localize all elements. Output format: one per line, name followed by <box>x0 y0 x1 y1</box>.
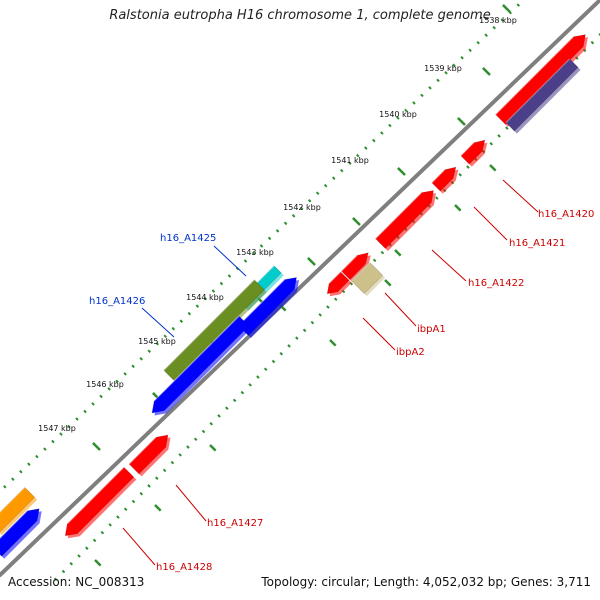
gene-label-h16_A1427: h16_A1427 <box>207 518 263 529</box>
tick-label-1542-kbp: 1542 kbp <box>283 203 321 212</box>
gene-purple-feature-body <box>505 58 579 132</box>
major-tick <box>329 339 337 347</box>
gene-label-h16_A1427-leader <box>175 484 207 522</box>
gene-small-red-2-body <box>326 271 350 295</box>
gene-h16-a1428-highlight <box>66 466 125 525</box>
gene-h16-a1422 <box>374 190 436 251</box>
major-tick <box>154 504 162 512</box>
gene-h16-a1428 <box>64 466 137 539</box>
gene-label-h16_A1425: h16_A1425 <box>160 233 216 244</box>
gene-h16-a1425-body <box>163 279 265 381</box>
gene-h16-a1421b-body <box>431 166 457 192</box>
gene-label-h16_A1422-leader <box>431 249 467 282</box>
gene-blue-edge-highlight <box>0 510 28 540</box>
gene-label-ibpA1: ibpA1 <box>417 324 446 335</box>
gene-label-h16_A1426-leader <box>141 307 175 338</box>
gene-h16-a1421 <box>460 139 488 167</box>
gene-label-h16_A1421: h16_A1421 <box>509 238 565 249</box>
gene-h16-a1422-body <box>374 190 434 250</box>
major-tick <box>489 164 497 172</box>
gene-h16-a1426 <box>151 315 252 416</box>
gene-h16-a1420-body <box>495 34 586 125</box>
tick-label-1538-kbp: 1538 kbp <box>479 16 517 25</box>
gene-purple-feature <box>505 58 581 134</box>
topology-label: Topology: circular; Length: 4,052,032 bp… <box>261 575 591 589</box>
gene-ibpa1-highlight <box>350 261 371 282</box>
tick-label-1547-kbp: 1547 kbp <box>38 424 76 433</box>
gene-small-red-2 <box>326 271 352 297</box>
major-tick <box>502 4 511 13</box>
major-tick <box>457 117 466 126</box>
gene-h16-a1427-body <box>128 434 169 475</box>
gene-h16-a1427 <box>128 434 171 477</box>
gene-label-h16_A1421-leader <box>473 206 508 241</box>
gene-orange-feature-highlight <box>0 486 26 514</box>
major-tick <box>94 559 102 567</box>
major-tick <box>92 442 101 451</box>
gene-ibpa1 <box>350 261 386 297</box>
gene-purple-feature-highlight <box>505 58 571 124</box>
gene-h16-a1422-highlight <box>375 192 422 240</box>
gene-label-ibpA2: ibpA2 <box>396 347 425 358</box>
major-tick <box>394 249 402 257</box>
gene-h16-a1420 <box>495 34 588 127</box>
gene-orange-feature <box>0 486 38 536</box>
gene-h16-a1420-highlight <box>495 36 574 115</box>
gene-h16-a1425 <box>163 279 267 383</box>
gene-h16-a1427-highlight <box>128 436 157 465</box>
accession-label: Accession: NC_008313 <box>8 575 145 589</box>
gene-h16-a1428-body <box>64 466 135 537</box>
gene-h16-a1421-highlight <box>460 142 475 157</box>
gene-ibpa1-body <box>350 261 384 295</box>
chromosome-backbone <box>0 0 600 577</box>
gene-label-h16_A1420-leader <box>502 179 539 213</box>
major-tick <box>352 217 361 226</box>
major-tick <box>307 257 316 266</box>
gene-h16-a1425-highlight <box>163 279 255 371</box>
gene-blue-forward-highlight <box>238 279 285 327</box>
major-tick <box>454 204 462 212</box>
tick-label-1541-kbp: 1541 kbp <box>331 156 369 165</box>
gene-label-h16_A1428-leader <box>122 527 156 566</box>
gene-h16-a1426-body <box>151 315 250 414</box>
gene-h16-a1426-highlight <box>153 315 240 402</box>
gene-orange-feature-body <box>0 486 36 533</box>
gene-h16-a1421-body <box>460 139 486 165</box>
major-tick <box>397 167 406 176</box>
tick-label-1540-kbp: 1540 kbp <box>379 110 417 119</box>
gene-label-h16_A1428: h16_A1428 <box>156 562 212 573</box>
tick-label-1545-kbp: 1545 kbp <box>138 337 176 346</box>
tick-label-1539-kbp: 1539 kbp <box>424 64 462 73</box>
major-tick <box>209 444 217 452</box>
gene-blue-edge <box>0 508 42 559</box>
gene-blue-forward <box>237 277 299 338</box>
gene-label-ibpA2-leader <box>362 317 396 351</box>
gene-small-red-1-highlight <box>340 255 358 272</box>
gene-h16-a1421b <box>431 166 459 194</box>
gene-label-h16_A1422: h16_A1422 <box>468 278 524 289</box>
major-tick <box>482 67 491 76</box>
gene-label-h16_A1425-leader <box>213 245 247 277</box>
gene-label-h16_A1420: h16_A1420 <box>538 209 594 220</box>
gene-small-red-1-body <box>340 252 369 281</box>
tick-label-1544-kbp: 1544 kbp <box>186 293 224 302</box>
tick-label-1546-kbp: 1546 kbp <box>86 380 124 389</box>
gene-label-h16_A1426: h16_A1426 <box>89 296 145 307</box>
gene-h16-a1421b-highlight <box>431 169 446 184</box>
gene-label-ibpA1-leader <box>384 292 417 327</box>
tick-label-1543-kbp: 1543 kbp <box>236 248 274 257</box>
gene-small-red-1 <box>340 252 371 283</box>
major-tick <box>384 279 392 287</box>
gene-blue-edge-body <box>0 508 40 557</box>
gene-small-red-2-highlight <box>328 271 342 284</box>
gene-blue-forward-body <box>237 277 297 337</box>
